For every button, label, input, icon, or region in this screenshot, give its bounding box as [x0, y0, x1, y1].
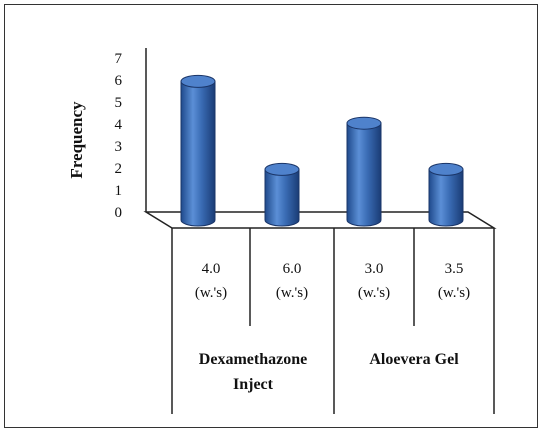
y-tick-label: 3: [115, 139, 123, 155]
group-labels: Dexamethazone Inject Aloevera Gel: [199, 351, 459, 393]
category-label-line1: 6.0: [283, 261, 302, 277]
category-label-line1: 3.0: [365, 261, 384, 277]
y-tick-label: 7: [115, 51, 123, 67]
bar: [428, 162, 464, 227]
category-table-lines: [171, 228, 495, 414]
y-tick-label: 4: [115, 117, 123, 133]
category-label-line2: (w.'s): [438, 285, 470, 301]
bar-body: [428, 168, 464, 227]
group-label-line2: Inject: [233, 376, 274, 393]
y-tick-label: 5: [115, 95, 123, 111]
bar: [180, 74, 216, 227]
y-tick-label: 1: [115, 183, 123, 199]
bar-body: [180, 80, 216, 227]
y-tick-label: 6: [115, 73, 123, 89]
category-labels: 4.0 (w.'s) 6.0 (w.'s) 3.0 (w.'s) 3.5 (w.…: [195, 261, 470, 301]
y-tick-label: 2: [115, 161, 123, 177]
bar-body: [346, 122, 382, 227]
y-axis-ticks: 0 1 2 3 4 5 6 7: [115, 51, 123, 221]
category-label-line2: (w.'s): [276, 285, 308, 301]
group-label-line1: Aloevera Gel: [369, 351, 459, 368]
category-label-line1: 3.5: [445, 261, 464, 277]
bar-top: [346, 116, 382, 130]
category-label-line2: (w.'s): [358, 285, 390, 301]
group-label-line1: Dexamethazone: [199, 351, 307, 368]
bar-top: [428, 162, 464, 176]
bar: [264, 162, 300, 227]
y-axis-label: Frequency: [67, 101, 86, 179]
category-label-line1: 4.0: [202, 261, 221, 277]
bars: [180, 74, 464, 227]
category-label-line2: (w.'s): [195, 285, 227, 301]
bar-top: [180, 74, 216, 88]
bar: [346, 116, 382, 227]
y-tick-label: 0: [115, 205, 123, 221]
bar-body: [264, 168, 300, 227]
bar-top: [264, 162, 300, 176]
